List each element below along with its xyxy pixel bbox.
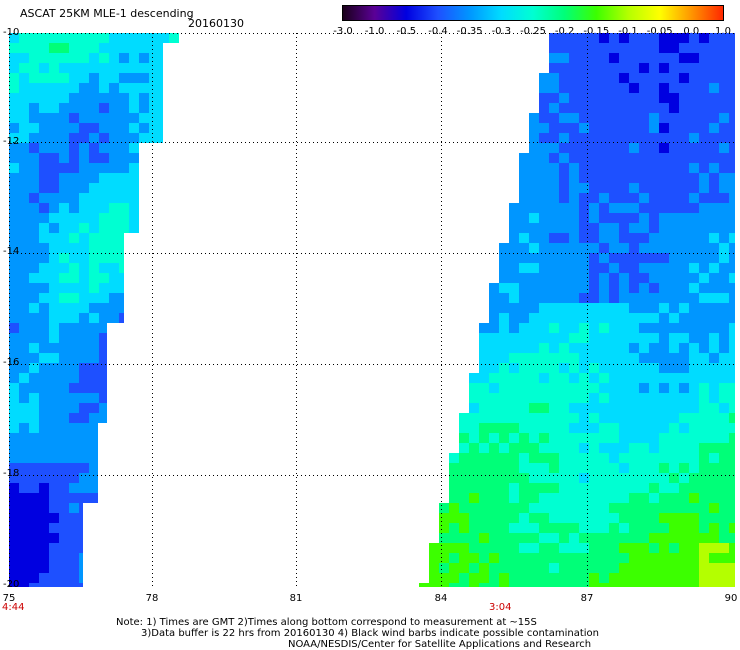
lat-tick-label: -16: [3, 357, 20, 368]
footnote-line-1: Note: 1) Times are GMT 2)Times along bot…: [116, 617, 537, 628]
map-plot-area: [9, 33, 739, 593]
lat-tick-label: -20: [3, 579, 20, 590]
color-scale-label: -0.3: [491, 26, 512, 37]
product-date: 20160130: [188, 17, 244, 30]
color-scale-label: -0.25: [520, 26, 546, 37]
color-scale-gradient: [343, 6, 723, 20]
scatterometer-swaths: [9, 33, 739, 593]
pass-time-east: 3:04: [489, 602, 512, 613]
color-scale-label: -0.2: [554, 26, 575, 37]
lat-tick-label: -12: [3, 136, 20, 147]
color-scale-label: -0.15: [583, 26, 610, 37]
color-scale-label: -0.1: [618, 26, 638, 37]
product-title: ASCAT 25KM MLE-1 descending: [20, 7, 194, 20]
lat-tick-label: -10: [3, 27, 20, 38]
color-scale-label: 1.0: [715, 26, 731, 37]
footnote-credit: NOAA/NESDIS/Center for Satellite Applica…: [288, 639, 592, 650]
lon-tick-label: 84: [434, 593, 448, 604]
color-scale-label: -3.0: [333, 26, 353, 37]
lon-tick-label: 81: [289, 593, 303, 604]
color-scale-label: -0.4: [428, 26, 448, 37]
color-scale-bar: [342, 5, 724, 21]
footnote-line-2: 3)Data buffer is 22 hrs from 20160130 4)…: [141, 628, 599, 639]
lat-tick-label: -18: [3, 468, 20, 479]
color-scale-label: -0.5: [396, 26, 417, 37]
pass-time-west: 4:44: [2, 602, 25, 613]
lat-tick-label: -14: [3, 246, 20, 257]
color-scale-label: -0.05: [646, 26, 673, 37]
color-scale-label: -0.35: [456, 26, 483, 37]
map-gridlines: [9, 33, 735, 587]
color-scale-label: 0.0: [683, 26, 700, 37]
lon-tick-label: 90: [724, 593, 738, 604]
lon-tick-label: 75: [2, 593, 16, 604]
color-scale-label: -1.0: [364, 26, 385, 37]
lon-tick-label: 87: [580, 593, 594, 604]
lon-tick-label: 78: [145, 593, 159, 604]
